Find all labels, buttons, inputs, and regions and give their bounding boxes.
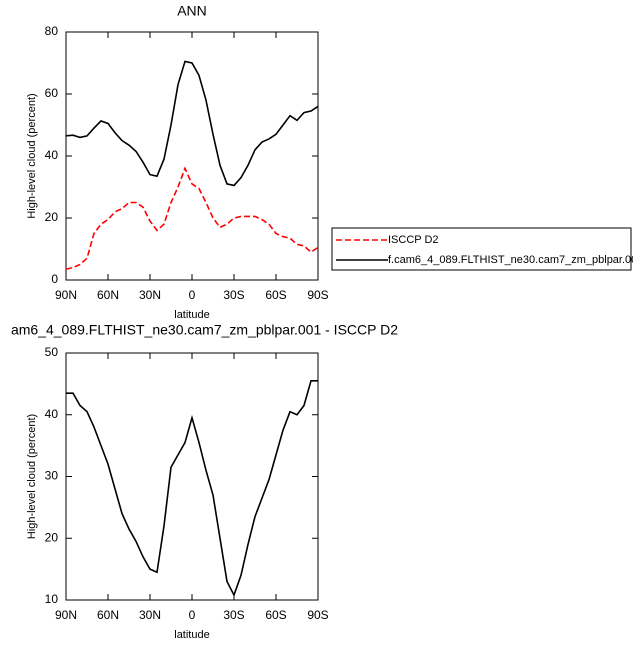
y-tick-label: 80 [45, 24, 59, 38]
x-tick-label: 30N [139, 608, 161, 622]
data-line [66, 379, 318, 598]
y-tick-label: 0 [51, 272, 58, 286]
x-tick-label: 0 [189, 288, 196, 302]
y-tick-label: 40 [45, 407, 59, 421]
x-tick-label: 60S [265, 288, 286, 302]
x-tick-label: 90S [307, 608, 328, 622]
y-tick-label: 20 [45, 210, 59, 224]
x-tick-label: 60N [97, 288, 119, 302]
y-tick-label: 40 [45, 148, 59, 162]
data-line [65, 166, 319, 270]
y-tick-label: 30 [45, 469, 59, 483]
x-tick-label: 30S [223, 288, 244, 302]
x-tick-label: 30N [139, 288, 161, 302]
x-axis-label: latitude [174, 309, 209, 321]
data-line [65, 60, 319, 187]
x-tick-label: 30S [223, 608, 244, 622]
x-tick-label: 90N [55, 608, 77, 622]
legend-label: f.cam6_4_089.FLTHIST_ne30.cam7_zm_pblpar… [388, 254, 633, 266]
y-tick-label: 50 [45, 345, 59, 359]
x-tick-label: 90S [307, 288, 328, 302]
y-tick-label: 20 [45, 530, 59, 544]
x-tick-label: 60S [265, 608, 286, 622]
x-tick-label: 60N [97, 608, 119, 622]
y-axis-label: High-level cloud (percent) [26, 93, 38, 218]
chart-title: am6_4_089.FLTHIST_ne30.cam7_zm_pblpar.00… [11, 322, 398, 338]
y-tick-label: 10 [45, 592, 59, 606]
x-tick-label: 0 [189, 608, 196, 622]
chart-title: ANN [177, 3, 207, 19]
y-tick-label: 60 [45, 86, 59, 100]
plot-frame [65, 31, 319, 281]
x-tick-label: 90N [55, 288, 77, 302]
plot-frame [65, 352, 319, 601]
legend-label: ISCCP D2 [388, 234, 439, 246]
x-axis-label: latitude [174, 629, 209, 641]
legend-box [331, 227, 632, 271]
y-axis-label: High-level cloud (percent) [26, 414, 38, 539]
